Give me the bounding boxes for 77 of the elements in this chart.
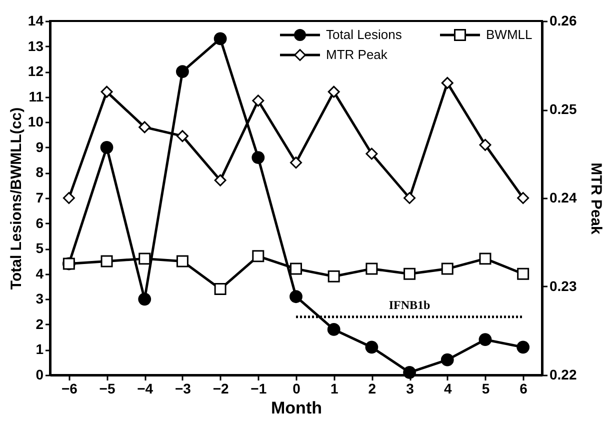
y2-tick-label: 0.23: [550, 278, 577, 294]
x-tick-label: 3: [406, 380, 414, 396]
point: [441, 262, 454, 275]
point: [328, 270, 340, 282]
point: [290, 290, 302, 304]
point: [516, 340, 530, 354]
point: [478, 333, 492, 346]
y2-axis-title: MTR Peak: [588, 162, 605, 235]
point: [366, 148, 378, 160]
point: [252, 94, 264, 107]
y2-tick-label: 0.24: [550, 190, 577, 206]
x-tick-label: 4: [444, 380, 452, 396]
y-tick-label: 14: [28, 12, 44, 28]
x-tick-label: 0: [292, 380, 301, 396]
y-tick-label: 5: [36, 240, 44, 256]
y-tick-label: 0: [36, 366, 44, 382]
point: [176, 130, 188, 142]
point: [404, 268, 416, 280]
x-tick-label: 5: [482, 380, 490, 396]
annotation: IFNB1b: [388, 298, 431, 312]
y-tick-label: 10: [28, 114, 44, 130]
point: [479, 252, 492, 265]
x-tick-label: 1: [330, 380, 338, 396]
y2-tick-label: 0.25: [550, 101, 577, 117]
x-tick-label: 2: [368, 380, 376, 396]
point: [138, 292, 152, 306]
point: [517, 268, 530, 280]
point: [100, 255, 113, 268]
y2-tick-label: 0.22: [550, 366, 577, 382]
x-tick-label: −6: [61, 380, 78, 396]
y-tick-label: 12: [28, 63, 44, 80]
point: [441, 76, 454, 89]
legend-label: BWMLL: [486, 27, 532, 42]
legend-label: MTR Peak: [326, 47, 388, 62]
y-tick-label: 8: [36, 164, 44, 180]
x-tick-label: −2: [212, 380, 229, 396]
x-axis-title: Month: [271, 398, 322, 418]
x-tick-label: −3: [174, 380, 192, 396]
point: [252, 151, 265, 164]
point: [62, 192, 75, 204]
point: [366, 262, 378, 275]
y-tick-label: 2: [36, 316, 44, 332]
y-tick-label: 11: [28, 88, 44, 104]
point: [214, 283, 226, 296]
point: [100, 86, 113, 98]
x-tick-label: 6: [520, 380, 528, 396]
point: [138, 121, 151, 134]
point: [404, 192, 416, 204]
legend-label: Total Lesions: [326, 27, 402, 42]
point: [365, 340, 378, 354]
y-tick-label: 6: [36, 214, 44, 231]
point: [214, 32, 227, 46]
y2-tick-label: 0.26: [550, 12, 577, 28]
point: [214, 174, 226, 186]
y-tick-label: 3: [36, 290, 44, 307]
y-axis-title: Total Lesions/BWMLL(cc): [8, 107, 25, 290]
point: [327, 323, 340, 336]
point: [290, 156, 302, 169]
point: [517, 192, 530, 204]
y-tick-label: 9: [36, 138, 44, 155]
point: [176, 255, 188, 268]
x-tick-label: −4: [137, 380, 154, 396]
point: [440, 353, 454, 366]
point: [290, 262, 302, 275]
point: [403, 366, 416, 379]
x-tick-label: −1: [250, 380, 267, 396]
point: [100, 140, 114, 154]
point: [252, 250, 264, 262]
point: [328, 86, 340, 98]
y-tick-label: 7: [36, 190, 44, 206]
point: [176, 65, 189, 78]
x-tick-label: −5: [99, 380, 116, 396]
point: [138, 252, 151, 265]
y-tick-label: 1: [36, 341, 44, 358]
y-tick-label: 4: [36, 265, 44, 282]
point: [479, 138, 492, 151]
y-tick-label: 13: [28, 38, 44, 54]
